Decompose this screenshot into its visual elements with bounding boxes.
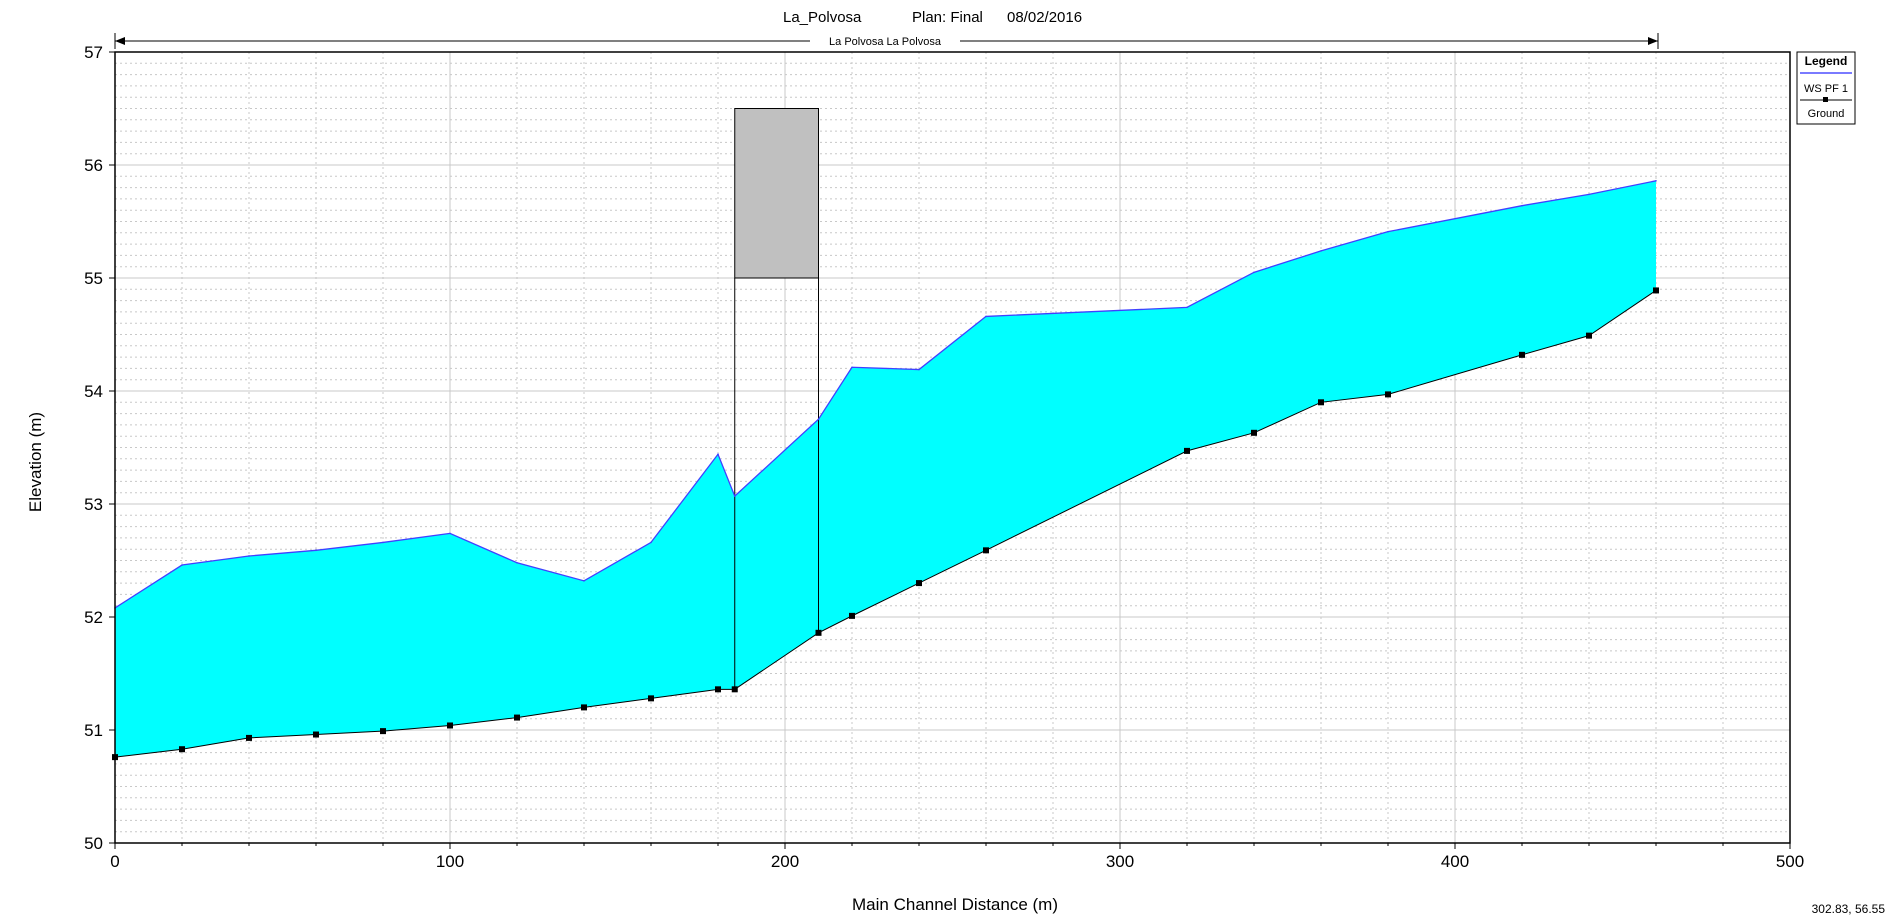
ground-point — [849, 612, 855, 619]
reach-label: La Polvosa La Polvosa — [829, 36, 942, 48]
y-tick-label: 50 — [84, 834, 103, 853]
ground-point — [1318, 399, 1324, 406]
chart-title-project: La_Polvosa — [783, 9, 862, 26]
ground-point — [1385, 391, 1391, 398]
ws-point — [449, 532, 451, 535]
ws-point — [918, 368, 920, 371]
x-axis-label: Main Channel Distance (m) — [852, 895, 1058, 914]
y-tick-label: 55 — [84, 269, 103, 288]
reach-bracket: La Polvosa La Polvosa — [114, 33, 1659, 49]
x-tick-label: 100 — [436, 852, 464, 871]
x-tick-label: 500 — [1776, 852, 1804, 871]
legend: Legend WS PF 1 Ground — [1796, 51, 1856, 125]
ws-point — [733, 495, 736, 497]
ground-point — [1519, 351, 1525, 358]
legend-title: Legend — [1805, 54, 1848, 68]
ground-point — [179, 746, 185, 753]
y-tick-label: 54 — [84, 382, 103, 401]
y-tick-label: 53 — [84, 495, 103, 514]
legend-item-ws: WS PF 1 — [1804, 83, 1848, 95]
ground-point — [246, 734, 252, 741]
y-axis-label: Elevation (m) — [26, 412, 45, 512]
ground-point — [1184, 447, 1190, 454]
ws-pf1-line — [114, 180, 1657, 609]
ground-point — [1586, 332, 1592, 339]
ws-point — [315, 549, 317, 552]
ground-point — [731, 686, 738, 693]
y-tick-label: 51 — [84, 721, 103, 740]
water-fill-area — [115, 180, 1656, 758]
ws-point — [382, 541, 384, 544]
ground-point — [514, 714, 520, 721]
plot-frame — [114, 51, 1791, 844]
ws-point — [516, 561, 518, 564]
ws-point — [650, 541, 652, 544]
ws-point — [985, 315, 987, 318]
ws-point — [717, 453, 719, 456]
ws-point — [851, 366, 853, 369]
legend-item-ground: Ground — [1808, 108, 1845, 120]
ground-point — [916, 580, 922, 587]
ws-point — [1655, 180, 1657, 182]
ground-point — [380, 728, 386, 735]
y-tick-label: 57 — [84, 43, 103, 62]
ground-point — [313, 731, 319, 738]
ground-point — [648, 695, 654, 702]
x-tick-label: 400 — [1441, 852, 1469, 871]
ws-point — [1521, 204, 1523, 207]
ws-point — [1253, 271, 1255, 274]
x-tick-label: 0 — [110, 852, 119, 871]
ground-point — [1251, 429, 1257, 436]
plot-data — [112, 108, 1659, 761]
ground-point — [581, 704, 587, 711]
ground-point — [983, 547, 989, 554]
chart-title-plan: Plan: Final — [912, 9, 983, 26]
ground-point — [1653, 287, 1659, 294]
ws-point — [583, 580, 585, 582]
ws-point — [248, 555, 250, 557]
ground-point — [815, 629, 822, 636]
x-tick-label: 300 — [1106, 852, 1134, 871]
bridge-deck — [734, 108, 819, 279]
chart-title-date: 08/02/2016 — [1007, 9, 1082, 26]
ground-point — [715, 686, 721, 693]
y-tick-label: 56 — [84, 156, 103, 175]
cursor-readout: 302.83, 56.55 — [1812, 902, 1886, 916]
ws-point — [1186, 306, 1188, 309]
ws-point — [1320, 250, 1322, 252]
ws-point — [1387, 230, 1389, 233]
ws-point — [817, 418, 820, 421]
ground-point — [447, 722, 453, 729]
axes: 0 100 200 300 400 500 50 51 52 53 54 55 56 57 — [84, 43, 1804, 871]
ws-point — [1588, 193, 1590, 196]
y-tick-label: 52 — [84, 608, 103, 627]
ws-point — [181, 564, 183, 566]
ground-line — [114, 290, 1657, 758]
x-tick-label: 200 — [771, 852, 799, 871]
